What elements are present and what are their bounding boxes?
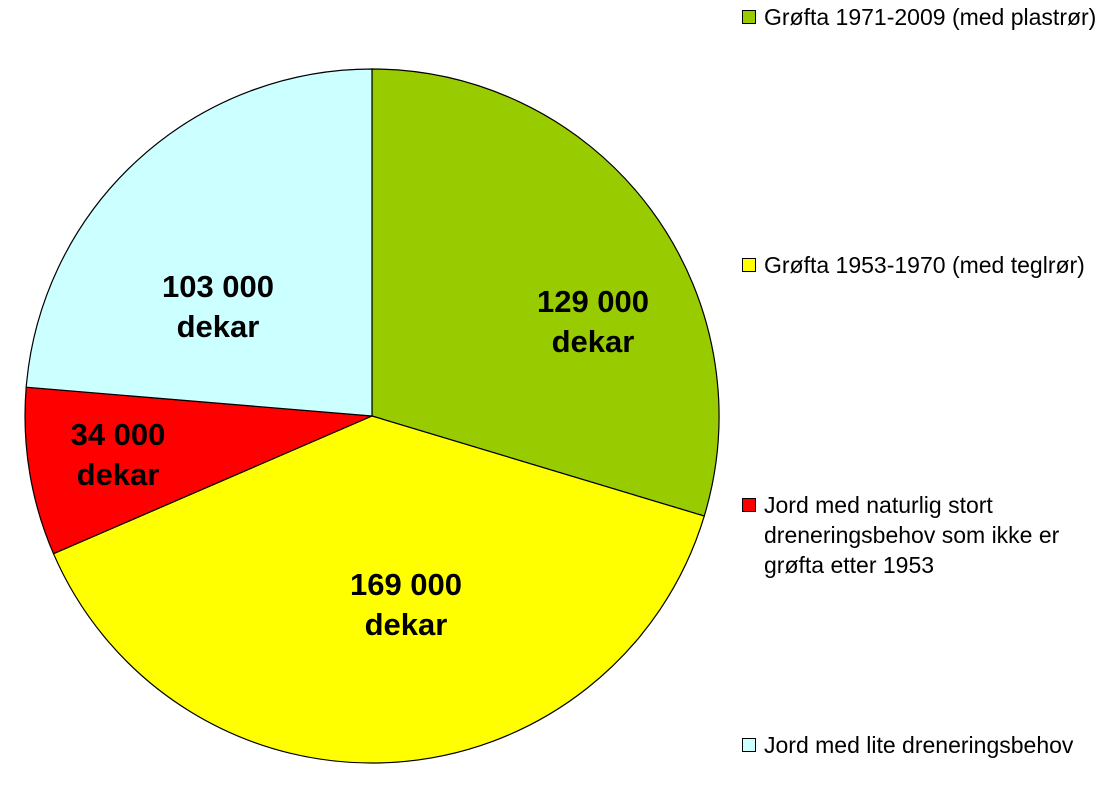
data-label: 129 000 dekar <box>536 284 650 359</box>
legend-label: Grøfta 1971-2009 (med plastrør) <box>764 4 1097 30</box>
legend-item: Grøfta 1971-2009 (med plastrør) <box>742 2 1102 32</box>
legend-swatch <box>742 10 756 24</box>
pie-slice <box>25 68 373 417</box>
legend-swatch <box>742 258 756 272</box>
legend-label: Jord med lite dreneringsbehov <box>764 732 1074 758</box>
legend-label: Grøfta 1953-1970 (med teglrør) <box>764 252 1085 278</box>
legend-swatch <box>742 738 756 752</box>
legend-item: Jord med lite dreneringsbehov <box>742 730 1102 760</box>
pie-slice <box>24 386 373 555</box>
data-label: 169 000 dekar <box>349 567 463 642</box>
pie-slice <box>371 68 720 517</box>
legend-label: Jord med naturlig stort dreneringsbehov … <box>764 492 1060 578</box>
data-label: 103 000 dekar <box>161 269 275 344</box>
pie-slice <box>52 415 706 764</box>
legend-item: Grøfta 1953-1970 (med teglrør) <box>742 250 1102 280</box>
legend-swatch <box>742 498 756 512</box>
data-label: 34 000 dekar <box>70 417 166 492</box>
legend-item: Jord med naturlig stort dreneringsbehov … <box>742 490 1102 580</box>
